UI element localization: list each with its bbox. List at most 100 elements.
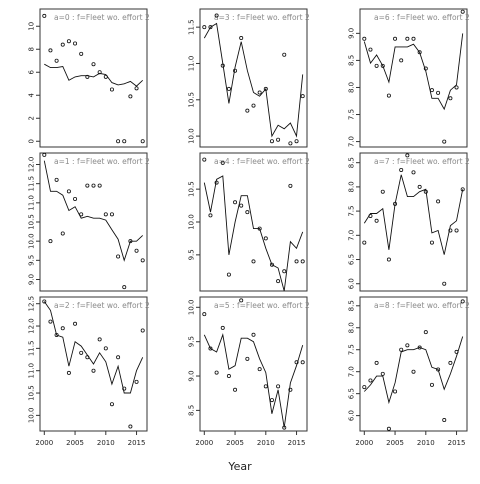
observation-point [405, 36, 410, 41]
observation-point [79, 350, 84, 355]
x-tick-label: 2005 [66, 439, 84, 447]
fitted-line [44, 63, 144, 87]
observation-point [380, 63, 385, 68]
observation-point [393, 36, 398, 41]
x-tick-label: 2015 [448, 439, 466, 447]
y-tick-label: 7.0 [347, 136, 355, 147]
fitted-line [203, 22, 304, 138]
observation-point [448, 96, 453, 101]
observation-point [233, 68, 238, 73]
x-tick-label: 2000 [195, 439, 213, 447]
panel-frame [199, 8, 308, 148]
panel-strip-label: a=2 : f=Fleet wo. effort 2 [54, 301, 150, 310]
y-tick-label: 7.5 [347, 344, 355, 355]
fitted-line [43, 301, 144, 394]
observation-point [97, 183, 102, 188]
observation-point [411, 170, 416, 175]
x-axis-label: Year [227, 460, 252, 473]
observation-point [442, 281, 447, 286]
observation-point [134, 86, 139, 91]
observation-point [128, 424, 133, 429]
observation-point [128, 239, 133, 244]
y-tick-label: 8.5 [347, 300, 355, 311]
observation-point [245, 356, 250, 361]
observation-point [233, 387, 238, 392]
observation-point [103, 346, 108, 351]
observation-point [442, 418, 447, 423]
x-axis-group: 2000 2005 2010 2015 2000 2005 2010 2015 2000 2005… [35, 431, 465, 447]
observation-point [288, 183, 293, 188]
observation-point [233, 200, 238, 205]
y-tick-label: 11.5 [27, 341, 35, 357]
observation-point [362, 385, 367, 390]
observation-point [239, 298, 244, 303]
observation-point [294, 139, 299, 144]
observation-point [429, 240, 434, 245]
observation-point [263, 384, 268, 389]
observation-point [202, 312, 207, 317]
observation-point [257, 367, 262, 372]
observation-point [122, 386, 127, 391]
panel-strip-label: a=6 : f=Fleet wo. effort 2 [374, 13, 470, 22]
observation-point [386, 426, 391, 431]
observation-point [42, 152, 47, 157]
panel-frame [199, 296, 308, 432]
fitted-line [363, 33, 464, 111]
observation-point [448, 228, 453, 233]
observation-point [276, 279, 281, 284]
panel-0: a=0 : f=Fleet wo. effort 2 0 2 4 6 8 10 [27, 8, 150, 148]
y-tick-label: 6 [27, 69, 35, 74]
observation-point [60, 42, 65, 47]
y-tick-label: 11.0 [27, 195, 35, 211]
observation-point [85, 355, 90, 360]
y-tick-label: 7.0 [347, 366, 355, 377]
y-tick-label: 12.0 [27, 318, 35, 334]
panel-strip-label: a=5 : f=Fleet wo. effort 2 [214, 301, 310, 310]
observation-point [251, 332, 256, 337]
observation-point [393, 201, 398, 206]
observation-point [202, 157, 207, 162]
observation-point [60, 326, 65, 331]
observation-point [436, 367, 441, 372]
observation-point [368, 378, 373, 383]
observation-point [423, 189, 428, 194]
panel-frame [359, 152, 468, 292]
observation-point [116, 254, 121, 259]
observation-point [214, 370, 219, 375]
y-tick-label: 12.0 [27, 157, 35, 173]
x-tick-label: 2010 [417, 439, 435, 447]
observation-point [85, 74, 90, 79]
observation-point [454, 349, 459, 354]
observation-point [269, 398, 274, 403]
observation-point [411, 36, 416, 41]
panel-strip-label: a=8 : f=Fleet wo. effort 2 [374, 301, 470, 310]
observation-point [214, 13, 219, 18]
x-tick-label: 2015 [288, 439, 306, 447]
observation-point [134, 379, 139, 384]
observation-point [442, 139, 447, 144]
y-tick-label: 8.0 [347, 322, 355, 333]
observation-point [116, 355, 121, 360]
fitted-line [363, 174, 464, 255]
observation-point [42, 299, 47, 304]
x-tick-label: 2010 [97, 439, 115, 447]
observation-point [134, 248, 139, 253]
observation-point [85, 183, 90, 188]
y-tick-label: 8.5 [187, 405, 195, 416]
observation-point [91, 368, 96, 373]
observation-point [257, 226, 262, 231]
fitted-line [203, 333, 304, 428]
panel-2: a=6 : f=Fleet wo. effort 2 7.0 7.5 8.0 8.5 9.… [347, 8, 470, 148]
observation-point [54, 177, 59, 182]
observation-point [300, 360, 305, 365]
observation-point [399, 167, 404, 172]
observation-point [220, 160, 225, 165]
observation-point [202, 25, 207, 30]
y-tick-label: 0 [27, 139, 35, 143]
panel-strip-label: a=0 : f=Fleet wo. effort 2 [54, 13, 150, 22]
observation-point [73, 41, 78, 46]
observation-point [54, 58, 59, 63]
observation-point [411, 369, 416, 374]
